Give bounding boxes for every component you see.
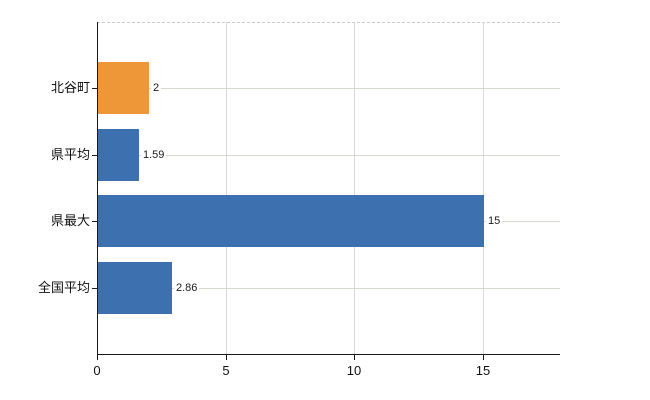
y-tick-mark <box>92 288 97 289</box>
bar <box>98 262 172 314</box>
bar <box>98 129 139 181</box>
y-tick-mark <box>92 155 97 156</box>
bar <box>98 195 484 247</box>
gridline-vertical <box>225 22 227 354</box>
bar-value-label: 15 <box>486 214 503 228</box>
category-label: 県平均 <box>50 147 90 162</box>
category-label: 北谷町 <box>50 80 90 95</box>
x-tick-label: 15 <box>475 363 491 378</box>
bar-value-label: 2.86 <box>174 281 200 295</box>
gridline-horizontal <box>97 88 560 89</box>
y-axis <box>97 22 98 355</box>
x-tick-mark <box>97 355 98 360</box>
category-label: 全国平均 <box>37 280 90 295</box>
x-tick-label: 10 <box>346 363 362 378</box>
x-axis <box>97 354 560 355</box>
bar-value-label: 1.59 <box>141 148 167 162</box>
gridline-vertical <box>482 22 484 354</box>
gridline-horizontal <box>97 288 560 289</box>
y-tick-mark <box>92 88 97 89</box>
bar-value-label: 2 <box>151 81 162 95</box>
x-tick-mark <box>354 355 355 360</box>
plot-area <box>97 22 560 355</box>
y-tick-mark <box>92 221 97 222</box>
x-tick-label: 5 <box>222 363 230 378</box>
x-tick-mark <box>483 355 484 360</box>
x-tick-mark <box>226 355 227 360</box>
x-tick-label: 0 <box>93 363 101 378</box>
category-label: 県最大 <box>50 213 90 228</box>
bar <box>98 62 149 114</box>
gridline-vertical <box>354 22 356 354</box>
gridline-horizontal <box>97 155 560 156</box>
